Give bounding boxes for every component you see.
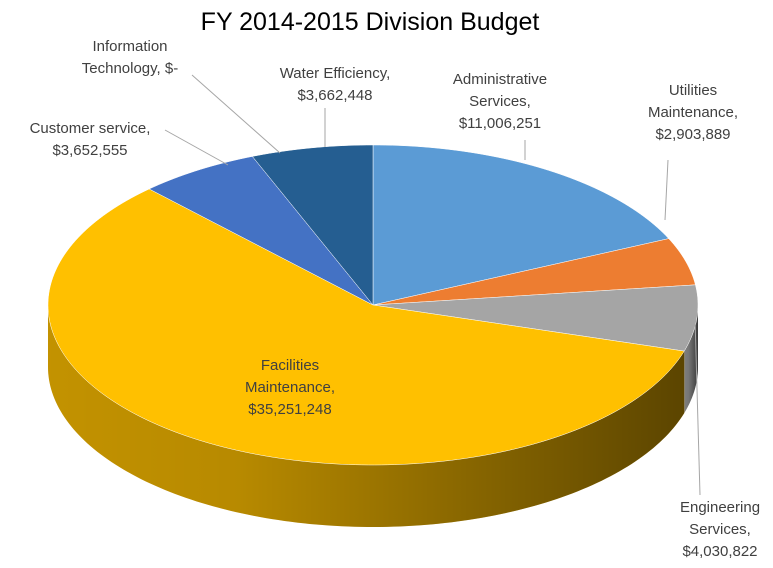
slice-side-shade: [48, 305, 685, 527]
slice-side: [48, 305, 685, 527]
data-label-category: Customer service: [29, 120, 147, 137]
data-label-value: $2,903,889: [655, 126, 731, 143]
data-label: Information Technology, $-: [60, 36, 200, 80]
slice-side: [684, 305, 698, 414]
data-label-category: Water Efficiency: [279, 65, 387, 82]
data-label-category: Administrative Services: [452, 71, 548, 110]
slice: [251, 144, 374, 306]
data-label-separator: ,: [746, 521, 751, 538]
data-label-category: Utilities Maintenance: [647, 82, 734, 121]
data-label: Water Efficiency, $3,662,448: [260, 63, 410, 107]
data-label-separator: ,: [146, 120, 151, 137]
data-label-value: $-: [164, 60, 179, 77]
data-label-category: Information Technology: [81, 38, 168, 77]
slice: [148, 156, 374, 306]
leader-line: [694, 317, 701, 496]
data-label-value: $3,662,448: [297, 87, 373, 104]
data-label-separator: ,: [733, 104, 739, 121]
slice: [372, 238, 696, 306]
slice: [372, 284, 699, 352]
leader-line: [164, 129, 229, 166]
data-label-separator: ,: [526, 93, 531, 110]
slice: [47, 188, 685, 466]
data-label: Utilities Maintenance, $2,903,889: [638, 80, 748, 146]
leader-line: [664, 159, 669, 221]
leader-line: [191, 74, 281, 154]
slice-side-shade: [684, 305, 698, 414]
slice: [372, 144, 670, 306]
data-label-value: $3,652,555: [52, 142, 128, 159]
data-label: Customer service, $3,652,555: [10, 118, 170, 162]
chart-title: FY 2014-2015 Division Budget: [200, 8, 540, 36]
data-label-value: $4,030,822: [682, 543, 758, 560]
data-label-category: Engineering Services: [679, 499, 761, 538]
data-label-separator: ,: [386, 65, 391, 82]
data-label: Engineering Services, $4,030,822: [670, 497, 770, 563]
data-label: Facilities Maintenance, $35,251,248: [230, 355, 350, 421]
data-label-separator: ,: [330, 379, 336, 396]
data-label-separator: ,: [156, 60, 161, 77]
data-label-value: $35,251,248: [248, 401, 332, 418]
data-label-value: $11,006,251: [458, 115, 542, 132]
data-label-category: Facilities Maintenance: [244, 357, 331, 396]
data-label: Administrative Services, $11,006,251: [440, 69, 560, 135]
